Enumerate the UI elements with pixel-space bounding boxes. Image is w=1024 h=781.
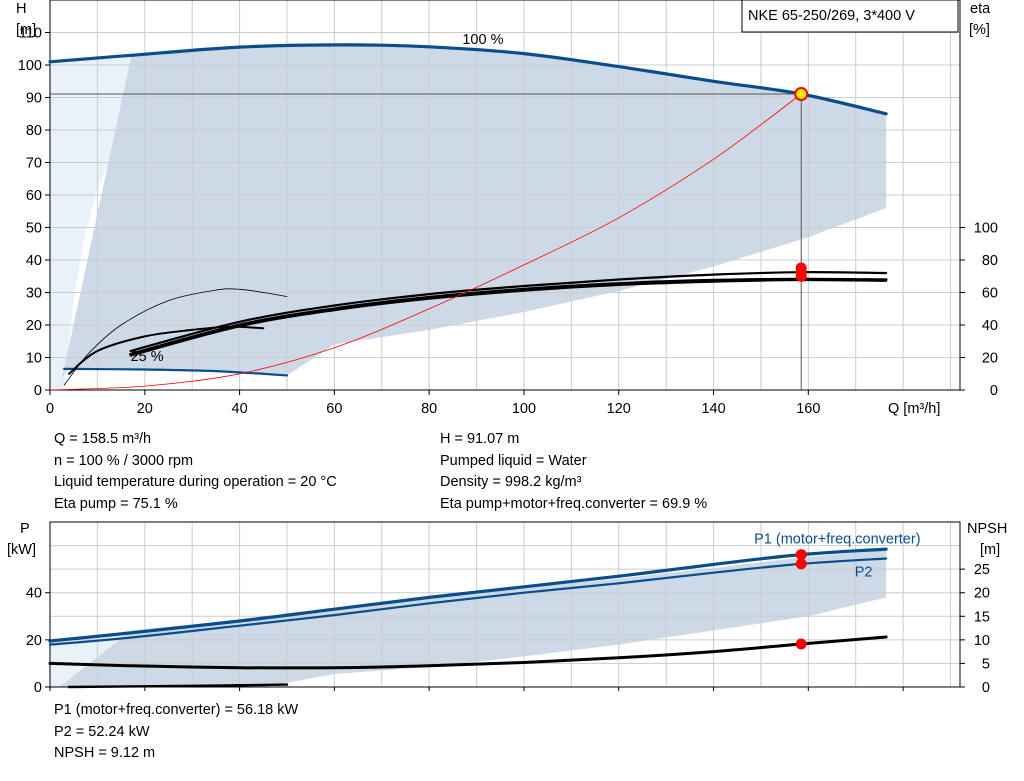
y-tick-label: 20	[26, 318, 42, 334]
legend-box	[741, 0, 959, 33]
eta-tick-label: 60	[982, 286, 998, 302]
x-tick-label: 0	[46, 401, 54, 417]
speed-label-100: 100 %	[462, 32, 503, 48]
y-tick-label: 80	[26, 123, 42, 139]
x-axis-label: Q [m³/h]	[888, 401, 940, 417]
y-tick-label: 110	[19, 26, 42, 42]
y-tick-label: 70	[26, 156, 42, 172]
x-tick-label: 20	[137, 401, 153, 417]
eta-tick-label: 20	[982, 351, 998, 367]
efficiency-marker	[795, 270, 807, 282]
speed-label-25: 25 %	[131, 349, 164, 365]
operating-info-left: Q = 158.5 m³/h n = 100 % / 3000 rpm Liqu…	[54, 429, 337, 515]
p-axis-unit: [kW]	[7, 542, 36, 558]
p-tick-label: 0	[34, 680, 42, 696]
info-npsh: NPSH = 9.12 m	[54, 745, 156, 761]
eta-axis-label: eta	[970, 1, 991, 17]
npsh-axis-label: NPSH	[967, 521, 1007, 537]
efficiency-curve-total	[129, 279, 887, 357]
eta-axis-unit: [%]	[969, 22, 990, 38]
power-envelope	[59, 550, 887, 687]
y-axis-label: H	[16, 1, 26, 17]
power-curve-low-speed	[67, 683, 289, 689]
x-tick-label: 140	[701, 401, 725, 417]
efficiency-curve-thick	[129, 277, 888, 356]
p-tick-label: 40	[26, 586, 42, 602]
head-curve-100	[48, 43, 888, 116]
info-density: Density = 998.2 kg/m³	[440, 474, 582, 490]
p1-curve	[48, 547, 888, 643]
npsh-tick-label: 15	[974, 609, 990, 625]
info-eta-pump: Eta pump = 75.1 %	[54, 495, 178, 512]
envelope-light-area	[50, 55, 132, 391]
y-axis-unit: [m]	[16, 22, 36, 38]
operating-envelope	[59, 44, 887, 391]
info-temperature: Liquid temperature during operation = 20…	[54, 474, 337, 490]
power-marker	[795, 558, 807, 570]
y-tick-label: 40	[26, 253, 42, 269]
efficiency-curve-pump	[129, 271, 888, 353]
p-tick-label: 20	[26, 633, 42, 649]
y-tick-label: 10	[26, 351, 42, 367]
npsh-marker	[795, 638, 807, 650]
legend-box-text: NKE 65-250/269, 3*400 V	[748, 8, 915, 24]
info-head: H = 91.07 m	[440, 431, 520, 447]
y-tick-label: 30	[26, 286, 42, 302]
x-tick-label: 120	[607, 401, 631, 417]
eta-tick-label: 40	[982, 318, 998, 334]
info-p2: P2 = 52.24 kW	[54, 723, 150, 740]
info-p1: P1 (motor+freq.converter) = 56.18 kW	[54, 702, 299, 718]
npsh-curve	[48, 635, 888, 670]
power-marker	[795, 549, 807, 561]
info-liquid: Pumped liquid = Water	[440, 452, 587, 469]
operating-info-right: H = 91.07 m Pumped liquid = Water Densit…	[440, 429, 707, 515]
info-speed: n = 100 % / 3000 rpm	[54, 452, 194, 469]
eta-tick-label: 80	[982, 253, 998, 269]
npsh-tick-label: 0	[982, 680, 990, 696]
p-axis-label: P	[20, 521, 30, 537]
npsh-axis-unit: [m]	[980, 542, 1000, 558]
info-flow: Q = 158.5 m³/h	[54, 431, 152, 447]
x-tick-label: 80	[421, 401, 437, 417]
duty-point-marker	[794, 87, 809, 102]
x-tick-label: 40	[232, 401, 248, 417]
power-info: P1 (motor+freq.converter) = 56.18 kW P2 …	[54, 700, 298, 765]
p1-curve-label: P1 (motor+freq.converter)	[754, 532, 920, 548]
npsh-tick-label: 25	[974, 562, 990, 578]
npsh-tick-label: 5	[982, 656, 990, 672]
y-tick-label: 60	[26, 188, 42, 204]
head-curve-25	[63, 367, 289, 377]
npsh-tick-label: 20	[974, 586, 990, 602]
efficiency-curve-thin	[63, 288, 288, 386]
power-plot-frame	[49, 521, 961, 688]
eta-tick-label: 100	[974, 221, 998, 237]
y-tick-label: 90	[26, 91, 42, 107]
npsh-tick-label: 10	[974, 633, 990, 649]
x-tick-label: 100	[512, 401, 536, 417]
eta-tick-label: 0	[990, 383, 998, 399]
y-tick-label: 0	[34, 383, 42, 399]
y-tick-label: 100	[18, 58, 42, 74]
power-envelope-light-area	[50, 630, 132, 687]
head-curve-extension	[49, 54, 132, 63]
info-eta-total: Eta pump+motor+freq.converter = 69.9 %	[440, 495, 708, 512]
x-tick-label: 160	[796, 401, 820, 417]
system-curve	[49, 93, 802, 391]
p2-curve	[48, 557, 888, 646]
y-tick-label: 50	[26, 221, 42, 237]
p2-curve-label: P2	[855, 565, 873, 581]
x-tick-label: 60	[326, 401, 342, 417]
